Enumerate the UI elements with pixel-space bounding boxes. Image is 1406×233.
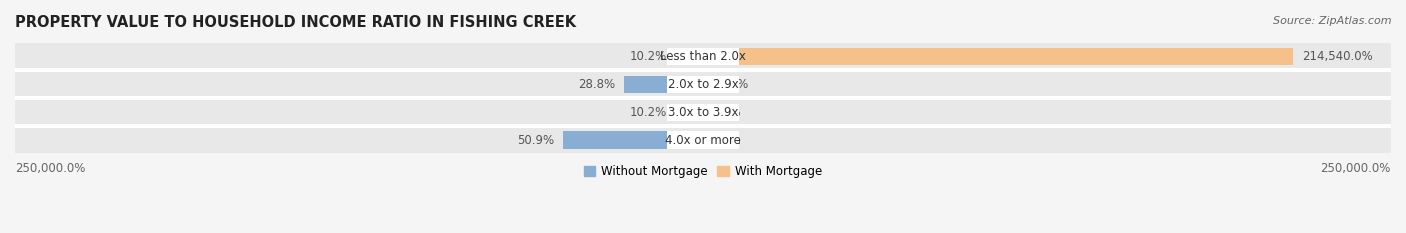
Text: 0.0%: 0.0% (711, 106, 741, 119)
Text: 250,000.0%: 250,000.0% (1320, 162, 1391, 175)
Legend: Without Mortgage, With Mortgage: Without Mortgage, With Mortgage (579, 161, 827, 183)
Text: 50.9%: 50.9% (517, 134, 554, 147)
Bar (624, 75, 703, 93)
Bar (15, 71, 1391, 98)
Text: 51.4%: 51.4% (711, 78, 748, 91)
Text: 28.8%: 28.8% (578, 78, 616, 91)
Bar (668, 131, 738, 149)
Text: 10.2%: 10.2% (630, 50, 666, 63)
Text: PROPERTY VALUE TO HOUSEHOLD INCOME RATIO IN FISHING CREEK: PROPERTY VALUE TO HOUSEHOLD INCOME RATIO… (15, 15, 576, 30)
Bar (668, 75, 738, 93)
Text: 4.0x or more: 4.0x or more (665, 134, 741, 147)
Text: Source: ZipAtlas.com: Source: ZipAtlas.com (1274, 16, 1392, 26)
Bar (675, 48, 703, 65)
Bar (15, 99, 1391, 126)
Bar (668, 103, 738, 121)
Text: 2.0x to 2.9x: 2.0x to 2.9x (668, 78, 738, 91)
Bar (15, 127, 1391, 154)
Text: 10.2%: 10.2% (630, 106, 666, 119)
Bar (15, 43, 1391, 70)
Bar (703, 48, 1294, 65)
Text: 3.0x to 3.9x: 3.0x to 3.9x (668, 106, 738, 119)
Text: 214,540.0%: 214,540.0% (1302, 50, 1372, 63)
Text: Less than 2.0x: Less than 2.0x (659, 50, 747, 63)
Text: 0.0%: 0.0% (711, 134, 741, 147)
Bar (668, 48, 738, 65)
Text: 250,000.0%: 250,000.0% (15, 162, 86, 175)
Bar (562, 131, 703, 149)
Bar (675, 103, 703, 121)
